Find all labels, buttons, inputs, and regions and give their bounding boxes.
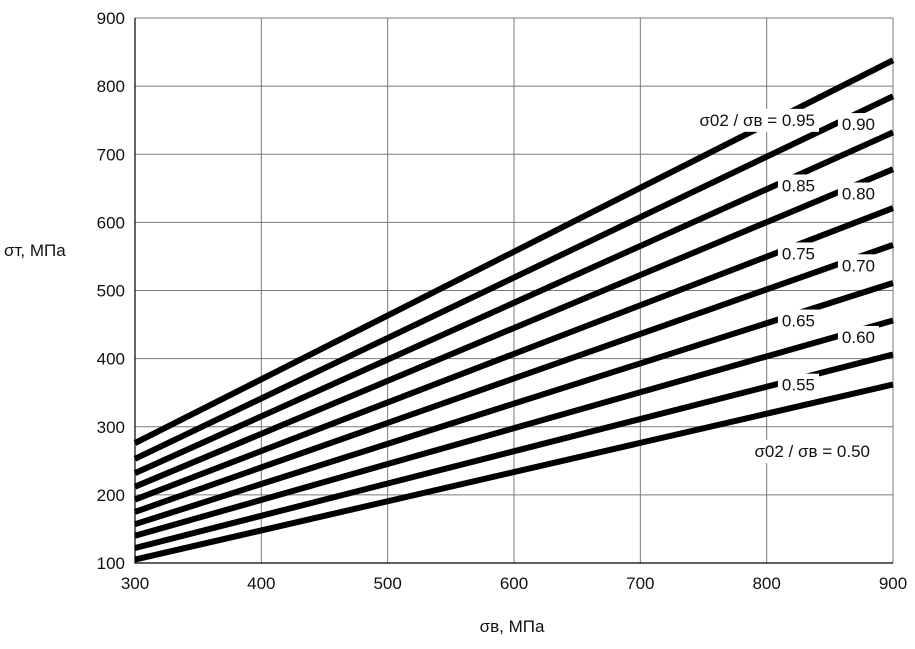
- series-label-text: 0.90: [842, 115, 875, 134]
- series-label-bg: [777, 373, 819, 397]
- series-line-1: [133, 93, 895, 462]
- series-label-text: σ02 / σв = 0.95: [699, 111, 815, 130]
- series-label-1: 0.90: [837, 113, 879, 137]
- series-label-0: σ02 / σв = 0.95: [695, 108, 819, 132]
- series-line-3: [133, 166, 895, 490]
- x-axis-title: σв, МПа: [480, 617, 545, 636]
- y-tick-label: 500: [97, 282, 125, 301]
- series-line-2: [133, 129, 895, 476]
- series-label-2: 0.85: [777, 174, 819, 198]
- series-label-bg: [750, 440, 874, 464]
- series-label-text: 0.70: [842, 256, 875, 275]
- series-line-8: [134, 351, 894, 551]
- series-label-4: 0.75: [777, 242, 819, 266]
- tick-labels: 300 400 500 600 700 800 900 100 200 300 400 500 600 7…: [97, 9, 908, 593]
- y-tick-label: 900: [97, 9, 125, 28]
- y-tick-label: 800: [97, 77, 125, 96]
- axes: [134, 18, 893, 564]
- y-tick-label: 100: [97, 554, 125, 573]
- series-label-5: 0.70: [837, 254, 879, 278]
- y-tick-label: 700: [97, 145, 125, 164]
- series-lines: [133, 57, 895, 563]
- x-tick-label: 900: [879, 574, 907, 593]
- series-label-bg: [837, 113, 879, 137]
- series-label-text: 0.75: [782, 244, 815, 263]
- series-label-bg: [837, 182, 879, 206]
- x-tick-label: 300: [121, 574, 149, 593]
- series-label-text: σ02 / σв = 0.50: [754, 442, 870, 461]
- series-label-6: 0.65: [777, 309, 819, 333]
- series-label-bg: [837, 325, 879, 349]
- series-label-text: 0.60: [842, 328, 875, 347]
- x-tick-label: 600: [500, 574, 528, 593]
- series-label-bg: [777, 242, 819, 266]
- y-axis-title: σт, МПа: [4, 241, 66, 260]
- series-labels: σ02 / σв = 0.95 0.90 0.85 0.80 0.75 0.70 0.65 0…: [695, 108, 879, 464]
- y-tick-label: 600: [97, 213, 125, 232]
- series-label-bg: [695, 108, 819, 132]
- x-tick-label: 500: [373, 574, 401, 593]
- series-label-text: 0.55: [782, 376, 815, 395]
- x-tick-label: 800: [752, 574, 780, 593]
- series-label-bg: [777, 174, 819, 198]
- y-tick-label: 400: [97, 350, 125, 369]
- y-tick-label: 200: [97, 486, 125, 505]
- series-line-4: [133, 205, 895, 503]
- series-label-bg: [777, 309, 819, 333]
- series-label-8: 0.55: [777, 373, 819, 397]
- series-label-7: 0.60: [837, 325, 879, 349]
- series-label-text: 0.85: [782, 176, 815, 195]
- x-tick-label: 700: [626, 574, 654, 593]
- series-line-6: [134, 280, 894, 528]
- y-tick-label: 300: [97, 418, 125, 437]
- x-tick-label: 400: [247, 574, 275, 593]
- series-label-text: 0.65: [782, 312, 815, 331]
- series-line-7: [134, 317, 894, 539]
- series-line-5: [134, 242, 894, 515]
- series-label-text: 0.80: [842, 185, 875, 204]
- series-label-3: 0.80: [837, 182, 879, 206]
- series-line-9: [134, 381, 894, 563]
- axis-frame: [134, 18, 893, 564]
- series-label-9: σ02 / σв = 0.50: [750, 440, 874, 464]
- series-label-bg: [837, 254, 879, 278]
